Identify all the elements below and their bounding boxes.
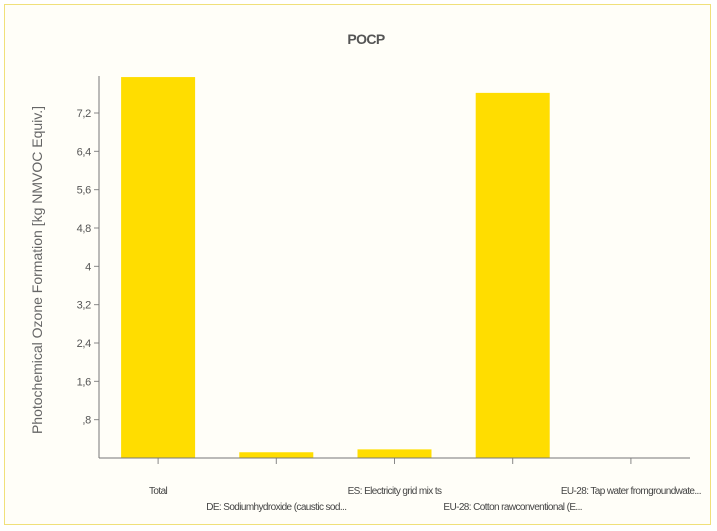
x-tick-label: EU-28: Cotton rawconventional (E... (443, 502, 582, 513)
bar-1 (121, 77, 196, 458)
x-tick-label: Total (149, 486, 168, 497)
bar-3 (357, 449, 432, 458)
y-tick-label: 1,6 (77, 376, 92, 388)
y-tick-label: 7,2 (77, 108, 92, 120)
chart-title: POCP (347, 31, 385, 47)
bar-4 (475, 92, 550, 458)
y-tick-label: 5,6 (77, 185, 92, 197)
y-tick-label: 4,8 (77, 223, 92, 235)
y-tick-label: 4 (85, 261, 91, 273)
x-tick-label: DE: Sodiumhydroxide (caustic sod... (206, 502, 346, 513)
y-tick-label: 3,2 (77, 300, 92, 312)
x-tick-label: ES: Electricity grid mix ts (348, 486, 442, 497)
y-tick-label: 6,4 (77, 146, 92, 158)
bar-2 (239, 452, 314, 458)
y-tick-label: ,8 (82, 415, 91, 427)
x-tick-label: EU-28: Tap water fromgroundwate... (561, 486, 701, 497)
y-axis-label: Photochemical Ozone Formation [kg NMVOC … (29, 106, 45, 434)
y-tick-label: 2,4 (77, 338, 92, 350)
